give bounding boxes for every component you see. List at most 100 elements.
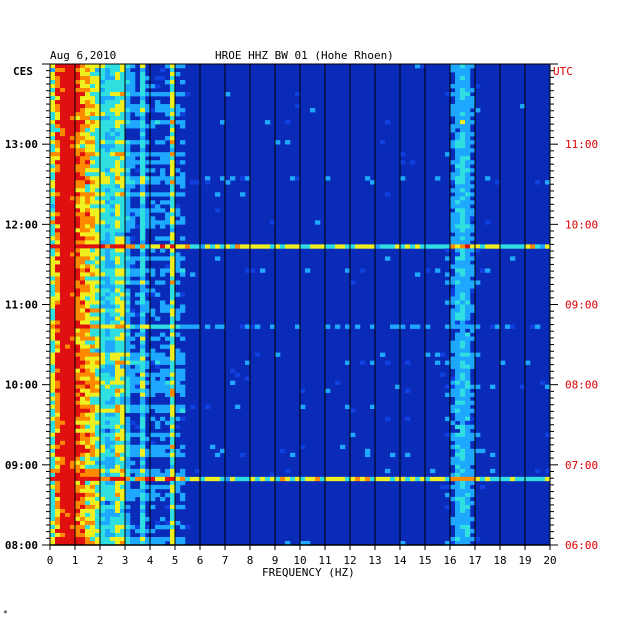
heatmap-cell <box>460 304 466 309</box>
heatmap-cell <box>125 448 131 454</box>
heatmap-cell <box>175 208 181 213</box>
heatmap-cell <box>130 388 136 393</box>
heatmap-cell <box>460 256 466 261</box>
heatmap-cell <box>70 188 76 193</box>
heatmap-cell <box>145 540 151 546</box>
heatmap-cell <box>85 316 91 321</box>
heatmap-cell <box>145 392 151 397</box>
heatmap-cell <box>150 476 156 482</box>
heatmap-cell <box>460 76 466 81</box>
heatmap-cell <box>115 224 121 229</box>
heatmap-cell <box>115 72 121 77</box>
heatmap-cell <box>180 244 186 249</box>
heatmap-cell <box>75 68 81 73</box>
heatmap-cell <box>490 384 496 389</box>
heatmap-cell <box>175 152 181 157</box>
heatmap-cell <box>140 312 146 317</box>
heatmap-cell <box>190 404 196 410</box>
heatmap-cell <box>170 180 176 185</box>
heatmap-cell <box>140 144 146 149</box>
heatmap-cell <box>180 64 186 69</box>
heatmap-cell <box>545 180 551 185</box>
heatmap-cell <box>70 364 76 369</box>
heatmap-cell <box>60 128 66 133</box>
heatmap-cell <box>220 244 226 249</box>
heatmap-cell <box>120 504 126 510</box>
heatmap-cell <box>110 84 116 89</box>
heatmap-cell <box>145 404 151 410</box>
heatmap-cell <box>60 400 66 406</box>
heatmap-cell <box>140 376 146 381</box>
heatmap-cell <box>120 540 126 546</box>
heatmap-cell <box>125 376 131 381</box>
heatmap-cell <box>450 200 456 205</box>
heatmap-cell <box>460 424 466 430</box>
heatmap-cell <box>110 440 116 446</box>
heatmap-cell <box>65 320 71 325</box>
heatmap-cell <box>455 300 461 305</box>
heatmap-cell <box>150 84 156 89</box>
heatmap-cell <box>105 180 111 185</box>
heatmap-cell <box>70 68 76 73</box>
heatmap-cell <box>90 352 96 357</box>
heatmap-cell <box>115 412 121 418</box>
heatmap-cell <box>130 72 136 77</box>
heatmap-cell <box>180 336 186 341</box>
heatmap-cell <box>70 160 76 165</box>
heatmap-cell <box>80 508 86 514</box>
heatmap-cell <box>175 332 181 337</box>
heatmap-cell <box>120 232 126 237</box>
heatmap-cell <box>125 272 131 277</box>
heatmap-cell <box>375 476 381 482</box>
heatmap-cell <box>115 160 121 165</box>
heatmap-cell <box>55 412 61 418</box>
heatmap-cell <box>465 80 471 85</box>
heatmap-cell <box>70 508 76 514</box>
heatmap-cell <box>95 276 101 281</box>
heatmap-cell <box>125 320 131 325</box>
heatmap-cell <box>140 224 146 229</box>
heatmap-cell <box>95 424 101 430</box>
heatmap-cell <box>125 88 131 93</box>
heatmap-cell <box>75 312 81 317</box>
heatmap-cell <box>110 408 116 414</box>
heatmap-cell <box>455 344 461 349</box>
heatmap-cell <box>95 220 101 225</box>
heatmap-cell <box>110 156 116 161</box>
heatmap-cell <box>55 520 61 526</box>
heatmap-cell <box>455 140 461 145</box>
heatmap-cell <box>105 340 111 345</box>
heatmap-cell <box>85 396 91 401</box>
heatmap-cell <box>50 540 56 546</box>
heatmap-cell <box>180 360 186 365</box>
heatmap-cell <box>455 164 461 169</box>
heatmap-cell <box>85 272 91 277</box>
heatmap-cell <box>140 308 146 313</box>
heatmap-cell <box>70 488 76 494</box>
heatmap-cell <box>460 408 466 414</box>
heatmap-cell <box>395 384 401 389</box>
heatmap-cell <box>85 456 91 462</box>
heatmap-cell <box>80 200 86 205</box>
heatmap-cell <box>460 296 466 301</box>
heatmap-cell <box>75 148 81 153</box>
heatmap-cell <box>100 368 106 373</box>
heatmap-cell <box>100 124 106 129</box>
heatmap-cell <box>320 476 326 482</box>
heatmap-cell <box>485 220 491 225</box>
heatmap-cell <box>115 248 121 253</box>
heatmap-cell <box>345 360 351 365</box>
heatmap-cell <box>105 408 111 414</box>
heatmap-cell <box>540 380 546 385</box>
heatmap-cell <box>370 324 376 329</box>
heatmap-cell <box>175 488 181 494</box>
heatmap-cell <box>160 472 166 478</box>
heatmap-cell <box>60 312 66 317</box>
heatmap-cell <box>50 328 56 333</box>
heatmap-cell <box>60 68 66 73</box>
heatmap-cell <box>170 528 176 534</box>
heatmap-cell <box>90 296 96 301</box>
heatmap-cell <box>65 68 71 73</box>
heatmap-cell <box>110 300 116 305</box>
heatmap-cell <box>85 256 91 261</box>
